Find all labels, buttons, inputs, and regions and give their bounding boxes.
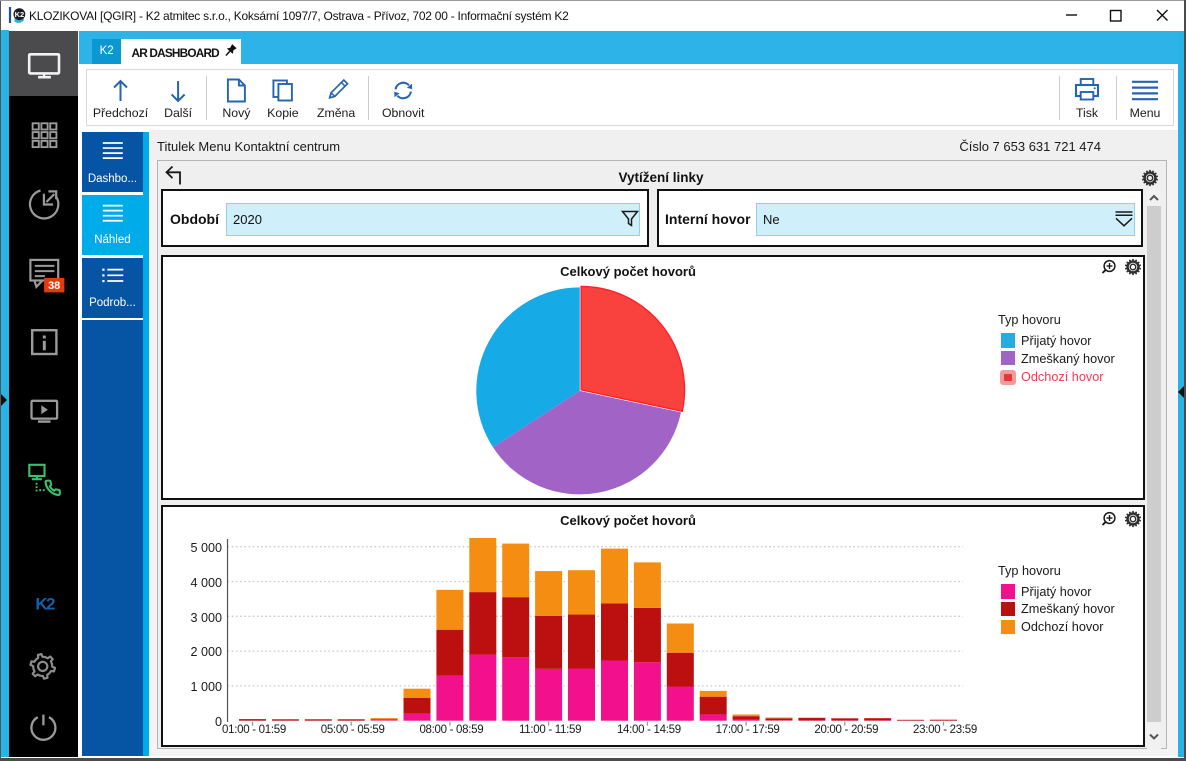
svg-text:K2: K2 [15,10,25,19]
svg-text:K2: K2 [35,594,55,613]
svg-text:38: 38 [48,280,60,292]
